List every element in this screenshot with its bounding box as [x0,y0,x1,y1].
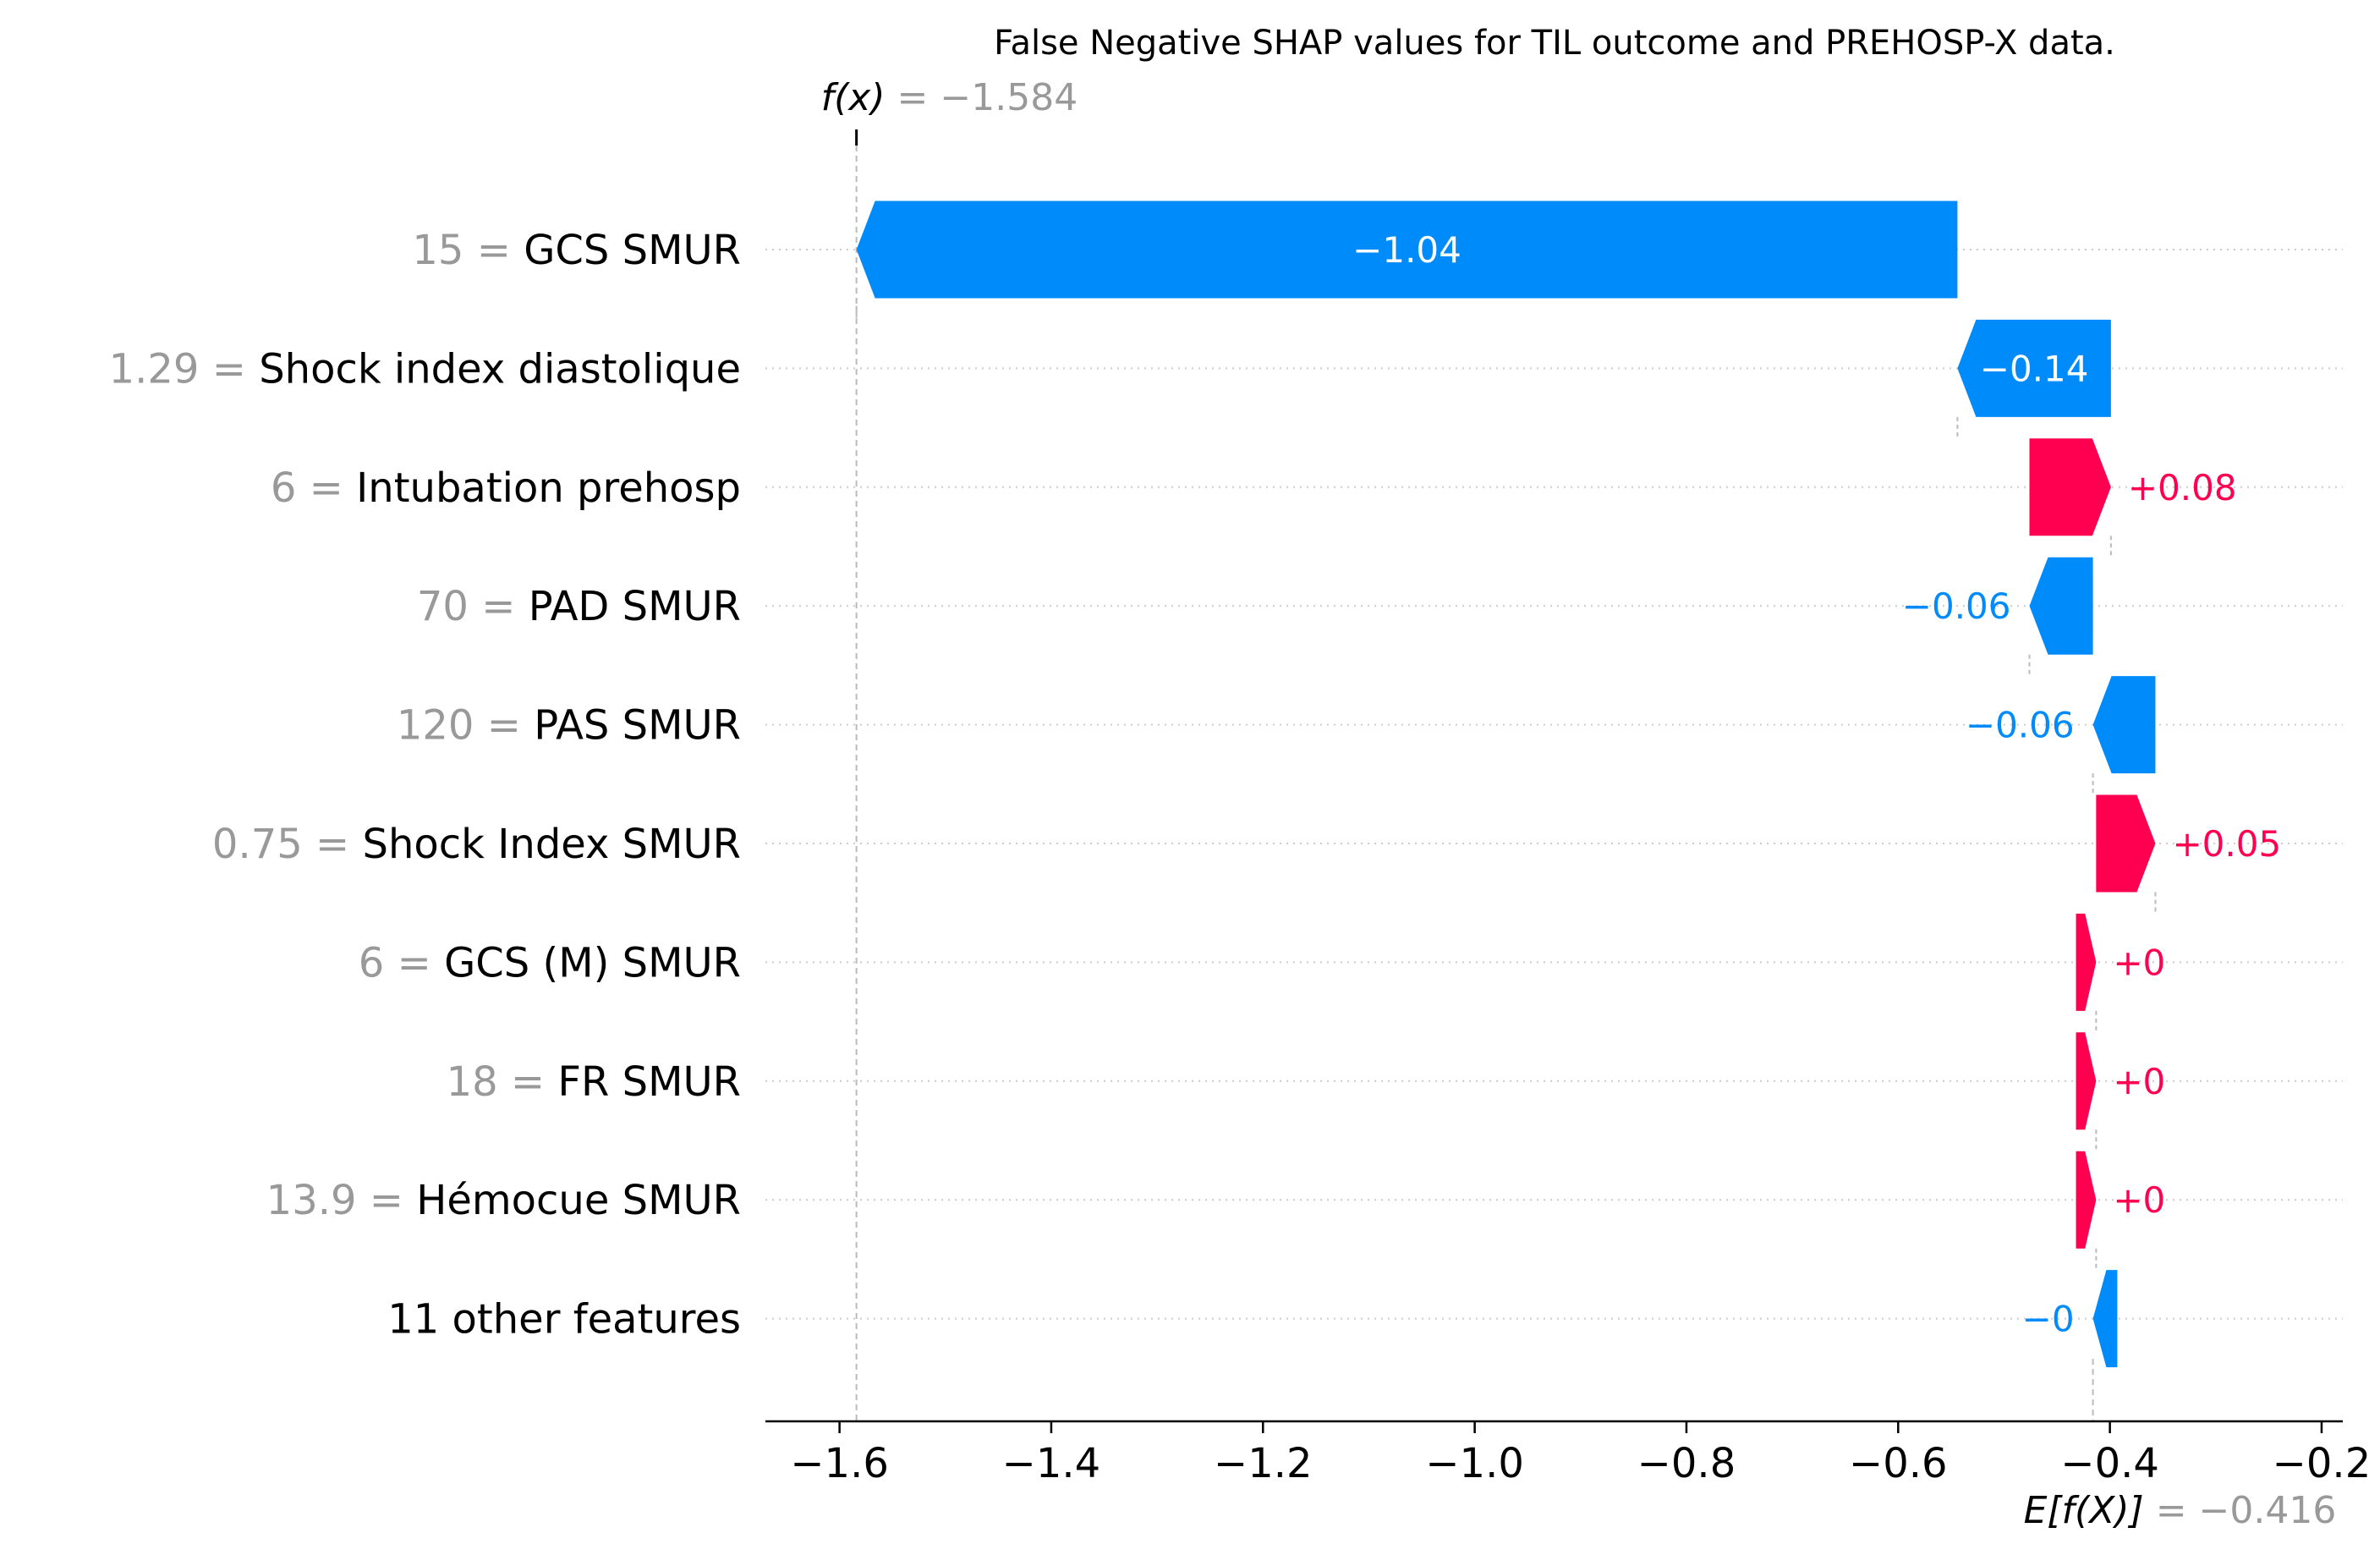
bar-value-label: −0.06 [1966,705,2075,746]
feature-label: 1.29 = Shock index diastolique [109,345,741,393]
fx-name: f(x) [821,76,886,119]
ex-value: = −0.416 [2144,1489,2337,1532]
feature-value: 120 = [397,702,534,750]
bar-negative [1957,319,2111,417]
feature-value: 1.29 = [109,345,260,393]
bars-layer [856,201,2156,1368]
feature-label: 6 = Intubation prehosp [271,464,741,512]
ex-name: E[f(X)] [2024,1489,2144,1532]
feature-name: 11 other features [387,1296,741,1343]
feature-value: 18 = [447,1058,558,1106]
x-tick-label: −1.2 [1214,1440,1313,1487]
feature-name: Shock Index SMUR [363,821,741,868]
chart-title: False Negative SHAP values for TIL outco… [994,24,2115,63]
bar-value-label: +0 [2113,942,2165,983]
fx-value: = −1.584 [886,76,1078,119]
feature-value: 70 = [417,583,529,630]
feature-name: FR SMUR [557,1058,741,1106]
feature-label: 70 = PAD SMUR [417,583,741,630]
labels-layer: −1.04 15 = GCS SMUR −0.14 1.29 = Shock inde… [109,227,2282,1343]
bar-value-label: +0 [2113,1179,2165,1221]
feature-label: 120 = PAS SMUR [397,702,741,750]
feature-name: Hémocue SMUR [416,1177,741,1224]
bar-negative [856,201,1958,299]
x-tick-label: −0.6 [1849,1440,1948,1487]
feature-value: 0.75 = [212,821,363,868]
x-axis: −1.6 −1.4 −1.2 −1.0 −0.8 −0.6 −0.4 −0.2 [765,1420,2372,1487]
bar-positive [2076,1151,2097,1249]
bar-positive [2096,794,2156,893]
grid-layer [765,129,2343,1421]
feature-value: 6 = [271,464,356,512]
feature-name: PAS SMUR [534,702,741,750]
bar-value-label: −1.04 [1352,229,1461,271]
feature-label: 6 = GCS (M) SMUR [359,939,741,986]
feature-name: PAD SMUR [529,583,741,630]
feature-label: 0.75 = Shock Index SMUR [212,821,741,868]
feature-label: 11 other features [387,1296,741,1343]
x-tick-label: −1.4 [1002,1440,1101,1487]
feature-value: 13.9 = [266,1177,417,1224]
bar-positive [2076,1032,2097,1130]
bar-negative [2092,1270,2118,1368]
feature-name: Intubation prehosp [356,464,741,512]
feature-name: GCS SMUR [524,227,741,274]
bar-value-label: +0 [2113,1061,2165,1102]
feature-value: 6 = [359,939,444,986]
bar-value-label: −0.14 [1980,348,2089,389]
fx-label: f(x) = −1.584 [821,76,1078,119]
ex-label: E[f(X)] = −0.416 [2024,1489,2337,1532]
bar-value-label: −0 [2022,1299,2075,1340]
x-tick-label: −0.2 [2273,1440,2372,1487]
feature-label: 13.9 = Hémocue SMUR [266,1177,741,1224]
feature-label: 15 = GCS SMUR [412,227,741,274]
bar-value-label: −0.06 [1902,585,2011,627]
ex-annotation: E[f(X)] = −0.416 [2024,1489,2337,1532]
bar-positive [2076,913,2097,1011]
feature-value: 15 = [412,227,524,274]
bar-value-label: +0.08 [2128,467,2237,508]
bar-negative [2092,676,2156,774]
bar-positive [2029,438,2111,536]
x-tick-label: −0.4 [2060,1440,2159,1487]
fx-annotation: f(x) = −1.584 [821,76,1078,119]
x-tick-label: −1.0 [1425,1440,1524,1487]
feature-name: Shock index diastolique [259,345,741,393]
feature-label: 18 = FR SMUR [447,1058,741,1106]
x-tick-label: −1.6 [790,1440,889,1487]
x-tick-label: −0.8 [1637,1440,1736,1487]
bar-negative [2029,557,2093,655]
bar-value-label: +0.05 [2172,823,2281,865]
feature-name: GCS (M) SMUR [444,939,741,986]
